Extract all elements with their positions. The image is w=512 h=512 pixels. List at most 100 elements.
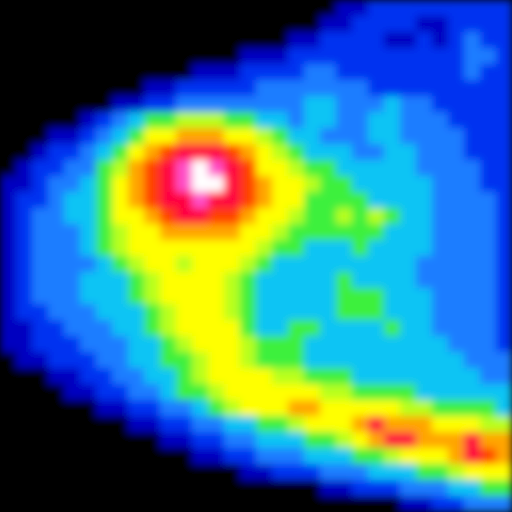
heat-cell — [224, 224, 241, 241]
heat-cell — [464, 112, 481, 129]
heat-cell — [160, 144, 177, 161]
heat-cell — [48, 256, 65, 273]
heat-cell — [144, 256, 161, 273]
heat-cell — [288, 80, 305, 97]
heat-cell — [0, 176, 17, 193]
heat-cell — [224, 288, 241, 305]
heat-cell — [0, 400, 17, 417]
heat-cell — [144, 208, 161, 225]
heat-cell — [384, 128, 401, 145]
heat-cell — [336, 224, 353, 241]
heat-cell — [336, 368, 353, 385]
heat-cell — [368, 464, 385, 481]
heat-cell — [352, 208, 369, 225]
heat-cell — [320, 448, 337, 465]
heat-cell — [320, 320, 337, 337]
heat-cell — [256, 352, 273, 369]
heat-cell — [176, 384, 193, 401]
heat-cell — [240, 384, 257, 401]
heat-cell — [480, 176, 497, 193]
heat-cell — [128, 448, 145, 465]
heat-cell — [48, 0, 65, 17]
heat-cell — [128, 96, 145, 113]
heat-cell — [368, 160, 385, 177]
heat-cell — [432, 464, 449, 481]
heat-cell — [480, 288, 497, 305]
heat-cell — [384, 144, 401, 161]
heat-cell — [48, 272, 65, 289]
heat-cell — [416, 496, 433, 512]
heat-cell — [496, 288, 512, 305]
heat-cell — [368, 192, 385, 209]
heat-cell — [240, 176, 257, 193]
heat-cell — [0, 48, 17, 65]
heat-cell — [448, 144, 465, 161]
heat-cell — [320, 368, 337, 385]
heat-cell — [160, 208, 177, 225]
heat-cell — [400, 288, 417, 305]
heat-cell — [16, 128, 33, 145]
heat-cell — [192, 176, 209, 193]
heat-cell — [336, 208, 353, 225]
heat-cell — [0, 144, 17, 161]
heat-cell — [48, 48, 65, 65]
heat-cell — [176, 160, 193, 177]
heat-cell — [480, 320, 497, 337]
heat-cell — [336, 16, 353, 33]
heat-cell — [304, 240, 321, 257]
heat-cell — [432, 288, 449, 305]
heat-cell — [192, 352, 209, 369]
heat-cell — [0, 352, 17, 369]
heat-cell — [256, 128, 273, 145]
heat-cell — [80, 464, 97, 481]
heat-cell — [128, 480, 145, 497]
heat-cell — [80, 480, 97, 497]
heat-cell — [288, 448, 305, 465]
heat-cell — [320, 272, 337, 289]
heat-cell — [368, 224, 385, 241]
heat-cell — [336, 128, 353, 145]
heat-cell — [400, 176, 417, 193]
heat-cell — [32, 224, 49, 241]
heat-cell — [128, 0, 145, 17]
heat-cell — [320, 112, 337, 129]
heat-cell — [80, 432, 97, 449]
heat-cell — [368, 144, 385, 161]
heat-cell — [176, 480, 193, 497]
heat-cell — [96, 96, 113, 113]
heat-cell — [192, 416, 209, 433]
heat-cell — [464, 416, 481, 433]
heat-cell — [416, 448, 433, 465]
heat-cell — [160, 192, 177, 209]
heat-cell — [432, 432, 449, 449]
heat-cell — [304, 272, 321, 289]
heat-cell — [400, 160, 417, 177]
heat-cell — [320, 400, 337, 417]
heat-cell — [32, 400, 49, 417]
heat-cell — [224, 256, 241, 273]
heat-cell — [416, 160, 433, 177]
heat-cell — [256, 48, 273, 65]
heat-cell — [272, 288, 289, 305]
heat-cell — [384, 336, 401, 353]
heat-cell — [32, 368, 49, 385]
heat-cell — [64, 176, 81, 193]
heat-cell — [320, 464, 337, 481]
heat-cell — [96, 432, 113, 449]
heat-cell — [272, 256, 289, 273]
heat-cell — [496, 80, 512, 97]
heat-cell — [112, 304, 129, 321]
heat-cell — [192, 224, 209, 241]
heat-cell — [464, 144, 481, 161]
heat-cell — [304, 384, 321, 401]
heat-cell — [192, 32, 209, 49]
heat-cell — [240, 432, 257, 449]
heat-cell — [432, 16, 449, 33]
heat-cell — [208, 448, 225, 465]
heat-cell — [16, 400, 33, 417]
heat-cell — [64, 192, 81, 209]
heat-cell — [288, 176, 305, 193]
heat-cell — [48, 64, 65, 81]
heat-cell — [128, 288, 145, 305]
heat-cell — [32, 80, 49, 97]
